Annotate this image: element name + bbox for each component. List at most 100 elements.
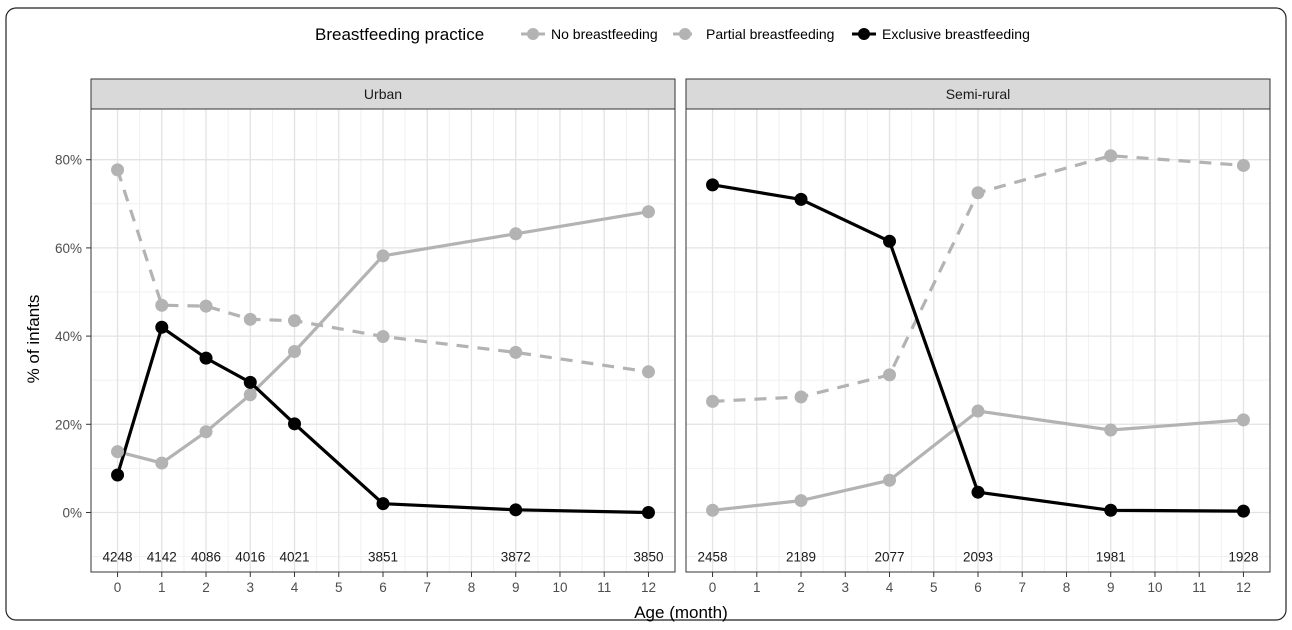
x-tick-label: 1 (753, 580, 761, 595)
legend-label: Partial breastfeeding (706, 26, 834, 42)
x-tick-label: 9 (512, 580, 520, 595)
series-line-no-breastfeeding (117, 210, 649, 465)
x-tick-label: 3 (247, 580, 255, 595)
x-tick-label: 10 (552, 580, 567, 595)
panel-title: Semi-rural (946, 86, 1011, 102)
x-tick-label: 4 (886, 580, 894, 595)
x-tick-label: 8 (468, 580, 476, 595)
x-tick-label: 7 (423, 580, 431, 595)
series-line-partial-breastfeeding (115, 169, 649, 374)
legend-key-point (527, 28, 539, 40)
data-point (509, 227, 523, 241)
x-tick-label: 7 (1018, 580, 1026, 595)
data-point (1236, 504, 1250, 518)
x-tick-label: 5 (930, 580, 938, 595)
count-label: 3850 (633, 550, 663, 565)
data-point (883, 368, 897, 382)
data-point (243, 375, 257, 389)
x-axis-title: Age (month) (634, 603, 728, 622)
data-point (243, 312, 257, 326)
data-point (199, 425, 213, 439)
series-line-exclusive-breastfeeding (712, 183, 1244, 513)
data-point (155, 298, 169, 312)
data-point (376, 497, 390, 511)
count-label: 4016 (235, 550, 265, 565)
panel-strip (685, 78, 1271, 110)
count-label: 1928 (1228, 550, 1258, 565)
data-point (155, 320, 169, 334)
data-point (971, 186, 985, 200)
x-tick-label: 4 (291, 580, 299, 595)
x-tick-label: 0 (114, 580, 122, 595)
y-tick-label: 80% (55, 153, 82, 168)
count-label: 4248 (103, 550, 133, 565)
data-point (794, 192, 808, 206)
legend-label: Exclusive breastfeeding (882, 26, 1030, 42)
data-point (971, 485, 985, 499)
data-point (111, 163, 125, 177)
x-tick-label: 6 (379, 580, 387, 595)
x-tick-label: 1 (158, 580, 166, 595)
data-point (883, 473, 897, 487)
data-point (971, 404, 985, 418)
legend-item-partial-breastfeeding: Partial breastfeeding (673, 26, 834, 42)
data-point (1104, 423, 1118, 437)
data-point (1236, 413, 1250, 427)
count-label: 4086 (191, 550, 221, 565)
data-point (641, 505, 655, 519)
data-point (155, 456, 169, 470)
legend-key-point (858, 28, 870, 40)
data-point (376, 249, 390, 263)
y-axis-title: % of infants (24, 295, 43, 384)
x-tick-label: 0 (709, 580, 717, 595)
data-point (509, 503, 523, 517)
x-tick-label: 8 (1063, 580, 1071, 595)
legend: Breastfeeding practice No breastfeeding … (315, 25, 1030, 44)
count-label: 2077 (874, 550, 904, 565)
data-point (111, 445, 125, 459)
data-point (641, 365, 655, 379)
x-tick-label: 12 (1236, 580, 1251, 595)
y-tick-label: 40% (55, 329, 82, 344)
series-line-exclusive-breastfeeding (115, 325, 649, 515)
legend-title: Breastfeeding practice (315, 25, 484, 44)
x-tick-label: 11 (1192, 580, 1206, 595)
data-point (706, 178, 720, 192)
data-point (794, 390, 808, 404)
data-point (1104, 149, 1118, 163)
y-tick-label: 0% (62, 505, 82, 520)
legend-item-no-breastfeeding: No breastfeeding (521, 26, 658, 42)
count-label: 3872 (501, 550, 531, 565)
count-label: 4021 (279, 550, 309, 565)
data-point (1104, 503, 1118, 517)
x-tick-label: 5 (335, 580, 343, 595)
data-point (706, 503, 720, 517)
legend-item-exclusive-breastfeeding: Exclusive breastfeeding (852, 26, 1030, 42)
x-tick-label: 9 (1107, 580, 1115, 595)
count-label: 3851 (368, 550, 398, 565)
x-tick-label: 2 (797, 580, 805, 595)
series-line-no-breastfeeding (712, 409, 1244, 512)
count-label: 4142 (147, 550, 177, 565)
data-point (288, 345, 302, 359)
x-tick-label: 12 (641, 580, 656, 595)
data-point (641, 205, 655, 219)
data-point (883, 234, 897, 248)
count-label: 2093 (963, 550, 993, 565)
data-point (509, 345, 523, 359)
x-tick-label: 6 (974, 580, 982, 595)
x-tick-label: 2 (202, 580, 210, 595)
data-point (1236, 158, 1250, 172)
legend-key-point (679, 28, 691, 40)
data-point (288, 417, 302, 431)
count-label: 2189 (786, 550, 816, 565)
data-point (243, 388, 257, 402)
data-point (199, 299, 213, 313)
x-tick-label: 10 (1147, 580, 1162, 595)
series-line-partial-breastfeeding (712, 154, 1244, 403)
data-point (111, 468, 125, 482)
